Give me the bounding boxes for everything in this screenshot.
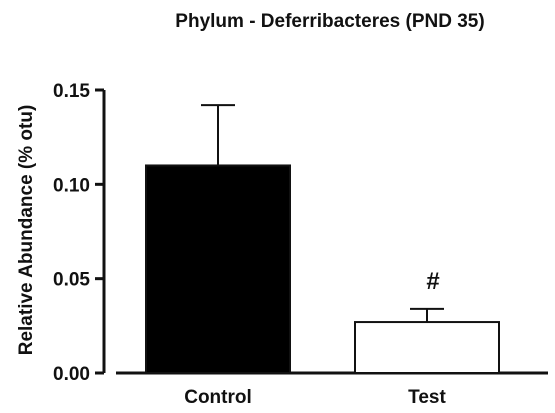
- y-tick-label: 0.10: [53, 175, 90, 196]
- x-tick-label: Test: [408, 387, 446, 408]
- bar-control: [145, 164, 291, 374]
- bar-test: [354, 321, 500, 374]
- chart-title: Phylum - Deferribacteres (PND 35): [175, 11, 484, 32]
- y-tick-label: 0.15: [53, 81, 90, 102]
- y-tick-label: 0.00: [53, 364, 90, 385]
- x-tick-label: Control: [184, 387, 252, 408]
- plot-area: 0.00 0.05 0.10 0.15 Control Test #: [53, 81, 548, 408]
- y-tick-label: 0.05: [53, 270, 90, 291]
- y-axis-label: Relative Abundance (% otu): [16, 105, 37, 356]
- significance-marker: #: [426, 268, 439, 295]
